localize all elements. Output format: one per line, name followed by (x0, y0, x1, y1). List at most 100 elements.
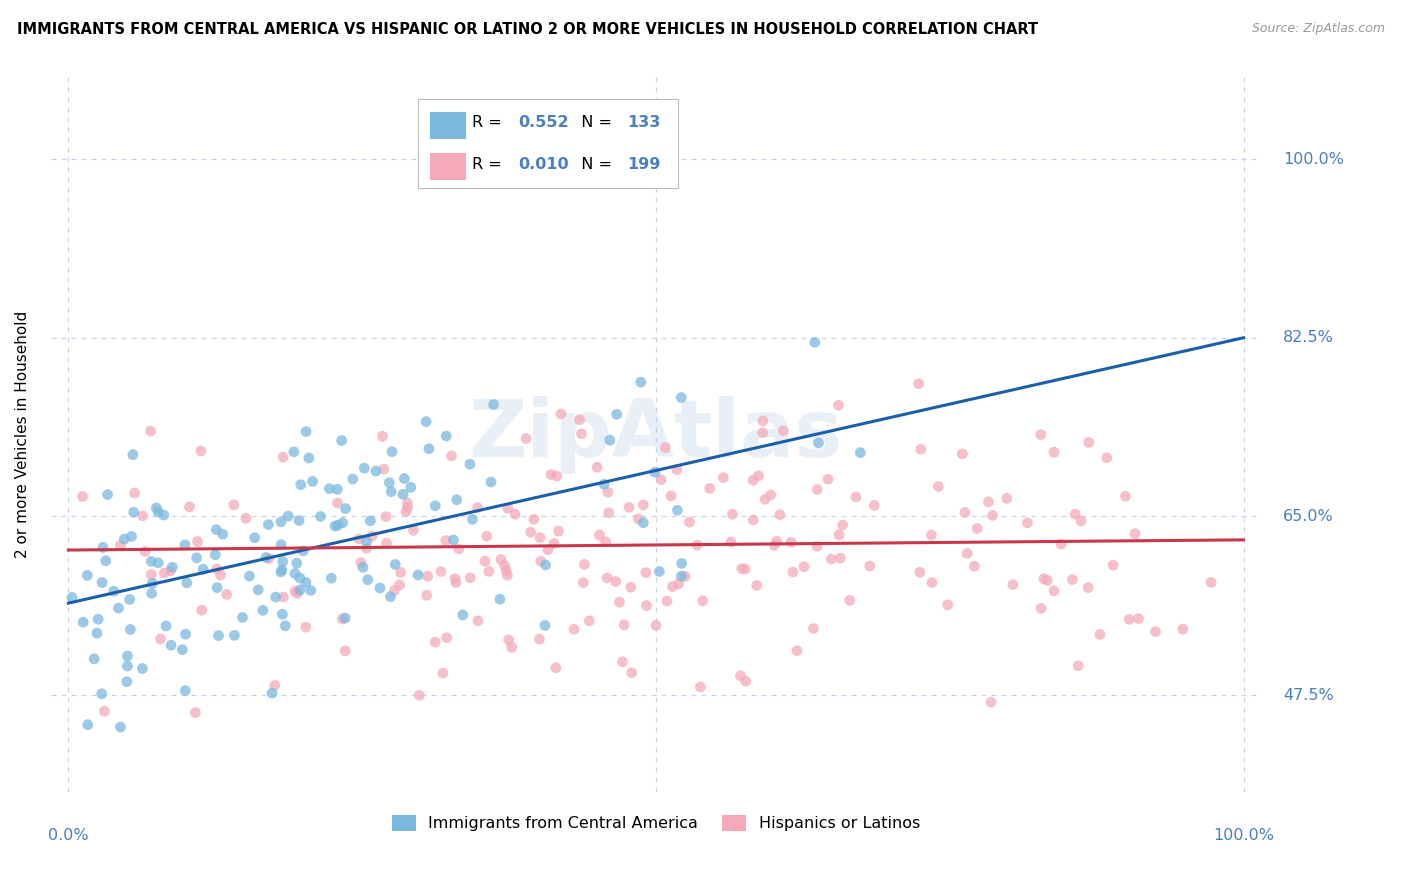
Point (204, 548, 226, 562)
Point (378, 475, 401, 490)
Point (830, 551, 852, 566)
Point (953, 505, 976, 519)
Point (326, 496, 349, 510)
Point (388, 578, 411, 592)
Point (495, 564, 517, 578)
Point (593, 477, 616, 491)
Text: 47.5%: 47.5% (1282, 688, 1334, 703)
Point (205, 581, 228, 595)
Point (863, 499, 886, 513)
Point (434, 533, 457, 548)
Point (1070, 514, 1092, 528)
Point (215, 587, 238, 601)
Point (447, 541, 470, 556)
Point (678, 515, 700, 529)
Point (179, 500, 201, 514)
Point (444, 575, 467, 590)
Point (588, 528, 610, 542)
Point (91, 575, 114, 590)
Point (277, 509, 299, 524)
Point (359, 514, 381, 528)
Point (131, 508, 153, 523)
Point (352, 560, 374, 574)
Point (139, 424, 162, 438)
Point (606, 408, 628, 422)
Point (1043, 445, 1066, 459)
Point (586, 460, 609, 475)
Point (908, 566, 931, 580)
Point (574, 558, 596, 572)
Point (963, 559, 986, 574)
Point (671, 557, 693, 571)
Point (530, 554, 553, 568)
Point (120, 623, 142, 637)
Point (910, 442, 932, 457)
Point (730, 669, 752, 683)
Point (1171, 622, 1194, 636)
Point (375, 509, 398, 524)
Point (474, 554, 496, 568)
Point (1001, 577, 1024, 591)
Point (498, 632, 520, 647)
Point (380, 484, 402, 499)
Point (1102, 558, 1125, 573)
Point (671, 391, 693, 405)
Point (335, 501, 357, 516)
Point (803, 622, 825, 636)
Point (633, 498, 655, 512)
Point (332, 516, 354, 530)
Point (668, 577, 690, 591)
Point (711, 471, 734, 485)
Point (222, 498, 245, 512)
Point (786, 643, 808, 657)
Point (534, 618, 557, 632)
Point (752, 414, 775, 428)
Text: 0.010: 0.010 (517, 157, 568, 171)
Point (769, 508, 792, 522)
Point (321, 571, 343, 585)
Point (562, 622, 585, 636)
Point (772, 424, 794, 438)
Point (425, 635, 447, 649)
Text: ZipAtlas: ZipAtlas (468, 396, 844, 474)
Point (1088, 627, 1111, 641)
Point (634, 566, 657, 580)
Y-axis label: 2 or more Vehicles in Household: 2 or more Vehicles in Household (15, 311, 30, 558)
Point (1032, 572, 1054, 586)
Point (257, 551, 280, 566)
Point (184, 706, 207, 720)
Point (523, 512, 546, 526)
Point (146, 556, 169, 570)
Point (742, 473, 765, 487)
Text: 133: 133 (627, 115, 661, 130)
Point (1064, 507, 1087, 521)
Point (482, 397, 505, 411)
Point (617, 500, 640, 515)
Point (299, 583, 322, 598)
Point (262, 686, 284, 700)
Point (364, 464, 387, 478)
Point (174, 627, 197, 641)
Point (654, 441, 676, 455)
Text: N =: N = (571, 115, 617, 130)
Point (121, 529, 143, 543)
Point (1199, 575, 1222, 590)
Point (436, 631, 458, 645)
Point (627, 512, 650, 526)
Point (231, 610, 253, 624)
Point (754, 492, 776, 507)
Point (76, 717, 98, 731)
Point (496, 568, 519, 582)
Point (110, 538, 132, 552)
Point (956, 546, 979, 560)
Point (806, 539, 828, 553)
Point (699, 482, 721, 496)
Point (107, 601, 129, 615)
Point (284, 566, 307, 581)
Point (529, 531, 551, 545)
Legend: Immigrants from Central America, Hispanics or Latinos: Immigrants from Central America, Hispani… (385, 808, 927, 838)
Point (290, 477, 312, 491)
Point (759, 488, 782, 502)
Point (644, 465, 666, 479)
Point (309, 509, 332, 524)
